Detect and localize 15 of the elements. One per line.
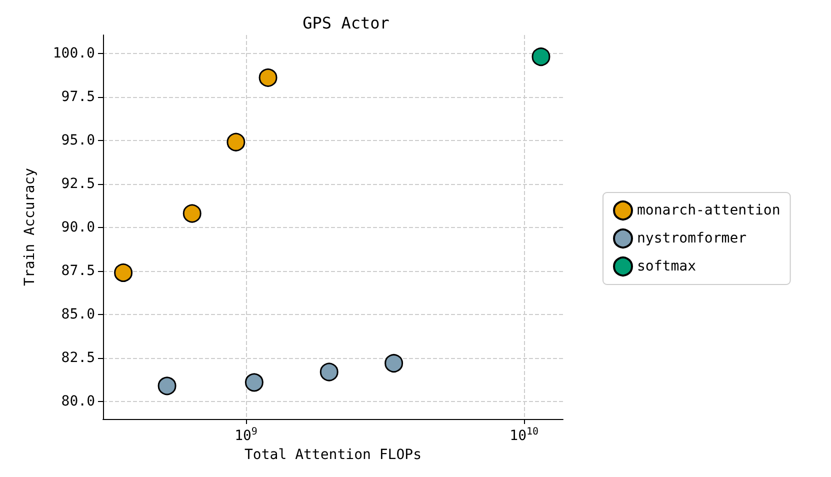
y-tick-label: 85.0	[61, 306, 95, 323]
y-tick-label: 95.0	[61, 132, 95, 148]
y-axis-title: Train Accuracy	[22, 168, 38, 286]
legend-label: nystromformer	[637, 230, 747, 246]
x-axis-title: Total Attention FLOPs	[244, 446, 422, 463]
legend-label: monarch-attention	[637, 202, 780, 218]
y-tick-label: 92.5	[61, 176, 95, 192]
y-tick-label: 100.0	[52, 45, 95, 62]
chart-title: GPS Actor	[302, 14, 390, 32]
y-tick-label: 82.5	[61, 350, 95, 366]
legend-label: softmax	[637, 258, 696, 274]
y-tick-label: 90.0	[61, 219, 95, 236]
y-tick-label: 80.0	[61, 394, 95, 410]
y-tick-label: 87.5	[61, 262, 95, 279]
y-tick-label: 97.5	[61, 88, 95, 105]
